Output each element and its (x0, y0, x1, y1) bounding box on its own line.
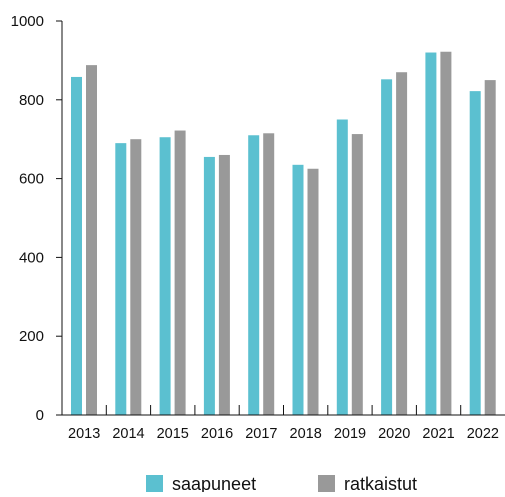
bar-ratkaistut-2022 (484, 80, 496, 415)
bar-ratkaistut-2015 (174, 130, 186, 416)
bar-ratkaistut-2019 (351, 134, 363, 415)
bar-saapuneet-2019 (336, 119, 348, 415)
bar-saapuneet-2016 (203, 156, 215, 415)
x-tick-label-2016: 2016 (201, 426, 233, 442)
bar-saapuneet-2018 (292, 164, 304, 415)
bar-ratkaistut-2021 (440, 51, 452, 416)
x-tick-label-2018: 2018 (290, 426, 322, 442)
bar-ratkaistut-2017 (263, 133, 275, 416)
legend-label-saapuneet: saapuneet (172, 474, 256, 492)
bar-ratkaistut-2013 (86, 65, 97, 416)
legend-swatch-saapuneet (146, 475, 163, 492)
bar-saapuneet-2014 (115, 143, 127, 415)
x-tick-label-2020: 2020 (378, 426, 410, 442)
y-tick-label-1000: 1000 (11, 13, 44, 30)
bar-ratkaistut-2016 (218, 154, 230, 415)
bar-ratkaistut-2014 (130, 139, 142, 415)
bar-ratkaistut-2020 (396, 72, 408, 415)
y-tick-label-0: 0 (36, 407, 44, 424)
legend-label-ratkaistut: ratkaistut (344, 474, 417, 492)
bar-saapuneet-2021 (425, 52, 437, 416)
y-tick-label-200: 200 (19, 328, 44, 345)
bar-saapuneet-2022 (469, 91, 481, 415)
x-tick-label-2017: 2017 (245, 426, 277, 442)
x-tick-label-2015: 2015 (157, 426, 189, 442)
bar-saapuneet-2015 (159, 137, 171, 416)
y-tick-label-800: 800 (19, 92, 44, 109)
y-tick-label-600: 600 (19, 171, 44, 188)
x-tick-label-2021: 2021 (422, 426, 454, 442)
bar-saapuneet-2017 (248, 135, 260, 415)
x-tick-label-2019: 2019 (334, 426, 366, 442)
x-tick-label-2013: 2013 (68, 426, 100, 442)
legend: saapuneet ratkaistut (146, 474, 417, 494)
x-tick-label-2022: 2022 (467, 426, 499, 442)
bar-ratkaistut-2018 (307, 168, 319, 415)
y-tick-label-400: 400 (19, 249, 44, 266)
plot-area: 0 200 400 600 800 1000 2013 2014 2015 2016 2017 201… (11, 13, 505, 442)
bar-saapuneet-2013 (71, 76, 82, 415)
legend-swatch-ratkaistut (318, 475, 335, 492)
bar-saapuneet-2020 (381, 79, 393, 415)
x-tick-label-2014: 2014 (112, 426, 144, 442)
